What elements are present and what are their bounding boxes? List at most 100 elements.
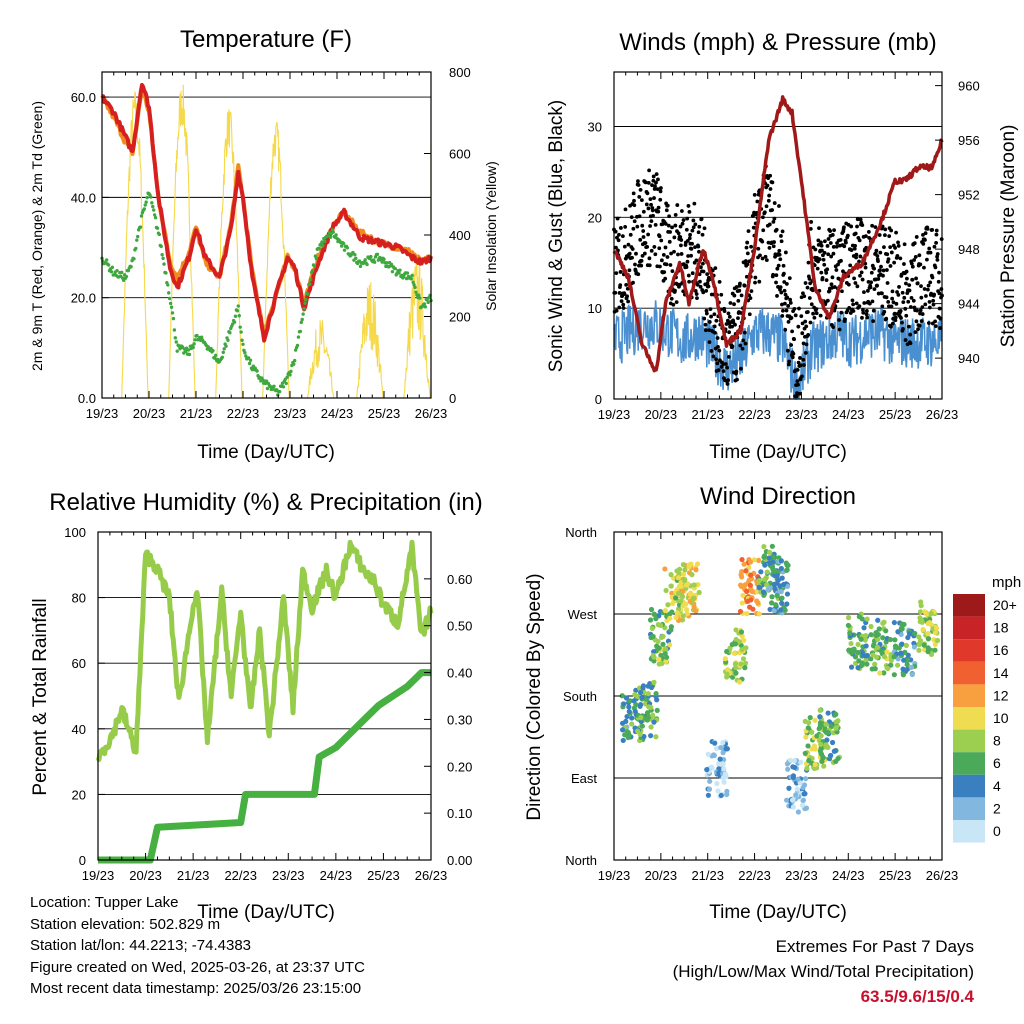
- gust-point: [714, 318, 719, 323]
- wind-direction-point: [864, 616, 870, 622]
- gust-point: [792, 337, 796, 342]
- dewpoint-point: [239, 330, 243, 334]
- gust-point: [806, 260, 811, 265]
- gust-point: [774, 227, 779, 232]
- gust-point: [851, 309, 856, 313]
- gust-point: [818, 313, 823, 318]
- gust-point: [762, 210, 767, 215]
- dewpoint-point: [171, 316, 176, 321]
- wind-direction-point: [812, 746, 818, 752]
- gust-point: [618, 226, 623, 230]
- gust-point: [810, 288, 815, 293]
- wind-direction-point: [859, 649, 866, 656]
- gust-point: [919, 284, 923, 289]
- gust-point: [755, 199, 760, 204]
- gust-point: [801, 341, 806, 346]
- gust-point: [779, 290, 784, 295]
- wind-direction-point: [916, 647, 922, 653]
- gust-point: [896, 240, 900, 245]
- gust-point: [902, 242, 907, 247]
- wind-direction-point: [868, 632, 874, 638]
- gust-point: [659, 238, 664, 243]
- gust-point: [809, 220, 814, 224]
- wind-direction-point: [927, 619, 933, 626]
- gust-point: [659, 186, 663, 190]
- legend-label: 10: [993, 710, 1009, 726]
- gust-point: [658, 264, 662, 269]
- wind-direction-point: [646, 704, 652, 710]
- pressure-y2tick-label: 940: [958, 351, 980, 366]
- wind-direction-ytick-label: North: [565, 525, 597, 540]
- gust-point: [906, 324, 911, 329]
- wind-direction-point: [658, 652, 664, 659]
- pressure-y2tick-label: 948: [958, 242, 980, 257]
- gust-point: [821, 257, 826, 262]
- gust-point: [782, 280, 787, 284]
- gust-point: [777, 204, 781, 208]
- gust-point: [738, 343, 743, 348]
- gust-point: [686, 273, 691, 278]
- gust-point: [870, 223, 875, 228]
- gust-point: [656, 205, 661, 210]
- gust-point: [630, 255, 634, 260]
- gust-point: [864, 312, 869, 317]
- gust-point: [798, 356, 802, 360]
- gust-point: [669, 296, 674, 301]
- humidity-xtick-label: 26/23: [415, 868, 448, 883]
- wind-direction-point: [793, 792, 799, 798]
- wind-direction-point: [620, 737, 626, 744]
- gust-point: [655, 187, 660, 192]
- gust-point: [781, 263, 786, 268]
- gust-point: [861, 310, 866, 315]
- gust-point: [667, 239, 672, 244]
- wind-direction-point: [799, 802, 806, 808]
- dewpoint-point: [144, 200, 148, 204]
- wind-direction-point: [762, 562, 768, 568]
- solar-insolation-line: [356, 282, 384, 399]
- gust-point: [697, 249, 701, 254]
- dewpoint-point: [199, 335, 204, 339]
- wind-direction-ytick-label: East: [571, 771, 597, 786]
- precip-y2tick-label: 0.60: [447, 572, 472, 587]
- dewpoint-point: [170, 311, 175, 315]
- dewpoint-point: [149, 195, 153, 199]
- gust-point: [799, 363, 803, 368]
- wind-direction-point: [868, 656, 874, 662]
- wind-direction-point: [721, 779, 727, 785]
- wind-direction-point: [792, 764, 798, 771]
- gust-point: [618, 270, 623, 274]
- gust-point: [931, 298, 936, 303]
- gust-point: [770, 208, 774, 212]
- temperature-xtick-label: 24/23: [321, 406, 354, 421]
- gust-point: [807, 296, 812, 300]
- temperature-xtick-label: 22/23: [227, 406, 260, 421]
- wind-direction-point: [629, 715, 635, 721]
- gust-point: [695, 296, 699, 301]
- wind-direction-point: [784, 591, 791, 597]
- dewpoint-point: [418, 296, 422, 300]
- wind-direction-point: [801, 791, 807, 797]
- gust-point: [799, 314, 804, 319]
- dewpoint-point: [169, 305, 174, 309]
- dewpoint-point: [264, 379, 269, 383]
- gust-point: [816, 243, 821, 247]
- wind-direction-point: [894, 662, 901, 668]
- wind-direction-point: [872, 666, 878, 672]
- wind-direction-point: [877, 670, 883, 676]
- wind-direction-point: [676, 566, 683, 572]
- gust-point: [826, 252, 831, 257]
- wind-direction-points: [619, 543, 941, 815]
- precip-y2tick-label: 0.10: [447, 806, 472, 821]
- humidity-ticks: 0 20 40 60 80 100 0.00 0.10 0.20 0.30 0.40 0.50 0.60…: [64, 525, 472, 883]
- gust-point: [765, 183, 770, 188]
- wind-direction-point: [876, 626, 882, 632]
- gust-point: [664, 262, 669, 267]
- gust-point: [614, 308, 619, 313]
- dewpoint-point: [354, 256, 358, 261]
- gust-point: [657, 246, 662, 251]
- legend-label: 0: [993, 823, 1001, 839]
- gust-point: [698, 279, 702, 284]
- wind-direction-point: [802, 718, 808, 724]
- legend-swatch: [953, 752, 985, 775]
- legend-label: 8: [993, 733, 1001, 749]
